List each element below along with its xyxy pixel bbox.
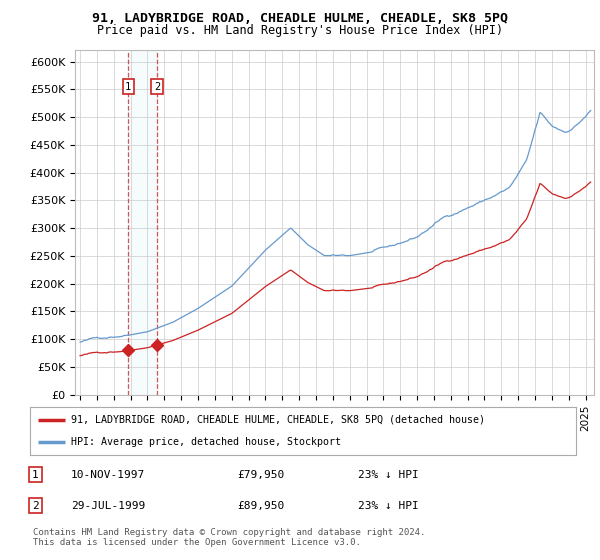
Text: Contains HM Land Registry data © Crown copyright and database right 2024.
This d: Contains HM Land Registry data © Crown c…: [33, 528, 425, 547]
Text: 23% ↓ HPI: 23% ↓ HPI: [358, 501, 418, 511]
Text: 91, LADYBRIDGE ROAD, CHEADLE HULME, CHEADLE, SK8 5PQ (detached house): 91, LADYBRIDGE ROAD, CHEADLE HULME, CHEA…: [71, 415, 485, 425]
Text: HPI: Average price, detached house, Stockport: HPI: Average price, detached house, Stoc…: [71, 437, 341, 447]
Text: 1: 1: [32, 470, 39, 480]
Text: £79,950: £79,950: [238, 470, 285, 480]
Text: £89,950: £89,950: [238, 501, 285, 511]
Text: 2: 2: [32, 501, 39, 511]
Text: 29-JUL-1999: 29-JUL-1999: [71, 501, 145, 511]
Text: 10-NOV-1997: 10-NOV-1997: [71, 470, 145, 480]
Text: 23% ↓ HPI: 23% ↓ HPI: [358, 470, 418, 480]
Text: 91, LADYBRIDGE ROAD, CHEADLE HULME, CHEADLE, SK8 5PQ: 91, LADYBRIDGE ROAD, CHEADLE HULME, CHEA…: [92, 12, 508, 25]
Text: 2: 2: [154, 82, 160, 92]
Text: 1: 1: [125, 82, 131, 92]
Text: Price paid vs. HM Land Registry's House Price Index (HPI): Price paid vs. HM Land Registry's House …: [97, 24, 503, 36]
Bar: [128, 50, 157, 395]
